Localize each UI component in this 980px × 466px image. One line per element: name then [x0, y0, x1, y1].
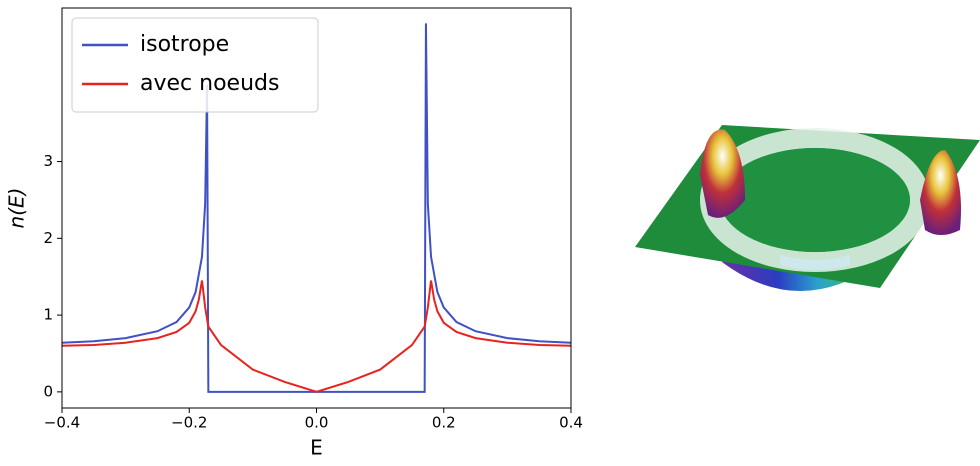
y-tick-label: 0	[43, 382, 53, 400]
surface-illustration	[635, 125, 980, 291]
x-tick-label: 0.4	[559, 414, 583, 432]
y-tick-label: 1	[43, 306, 53, 324]
x-tick-label: 0.0	[305, 414, 329, 432]
x-tick-label: −0.2	[171, 414, 207, 432]
legend-label: isotrope	[140, 32, 229, 57]
data-line	[62, 280, 571, 393]
legend-label: avec noeuds	[140, 71, 279, 96]
x-tick-label: −0.4	[44, 414, 80, 432]
y-tick-label: 2	[43, 229, 53, 247]
x-tick-label: 0.2	[432, 414, 456, 432]
legend-box	[71, 17, 319, 113]
x-axis-label: E	[310, 436, 323, 460]
y-axis-label: n(E)	[5, 188, 29, 229]
y-tick-label: 3	[43, 152, 53, 170]
plot-frame	[61, 7, 572, 409]
